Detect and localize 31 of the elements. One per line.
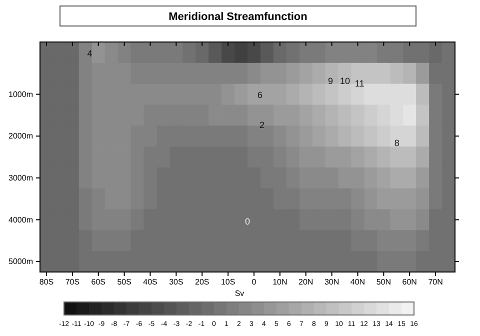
y-tick-label: 1000m (8, 90, 34, 99)
x-tick-label: 30N (324, 278, 340, 287)
x-tick-label: 0 (252, 278, 257, 287)
x-tick-label: 20S (194, 278, 210, 287)
annotation: 6 (257, 90, 262, 100)
color-bar-title: Sv (234, 289, 244, 298)
y-tick-label: 4000m (8, 215, 34, 224)
x-tick-label: 60N (402, 278, 418, 287)
x-tick-label: 10S (220, 278, 236, 287)
x-tick-label: 70N (428, 278, 444, 287)
x-tick-label: 50S (117, 278, 132, 287)
x-tick-label: 10N (272, 278, 288, 287)
x-tick-label: 80S (39, 278, 54, 287)
x-tick-label: 40S (143, 278, 158, 287)
x-tick-label: 60S (91, 278, 106, 287)
annotation: 4 (87, 48, 92, 58)
annotation: 10 (340, 76, 350, 86)
x-tick-label: 40N (350, 278, 366, 287)
y-tick-label: 5000m (8, 257, 34, 266)
annotation: 8 (394, 138, 400, 148)
annotation: 9 (328, 76, 334, 86)
x-tick-label: 50N (376, 278, 392, 287)
y-tick-label: 2000m (8, 132, 34, 141)
x-tick-label: 70S (65, 278, 80, 287)
annotation: 0 (244, 216, 250, 226)
annotation: 2 (260, 120, 265, 130)
annotation: 11 (354, 78, 364, 88)
chart-title: Meridional Streamfunction (168, 11, 308, 23)
x-tick-label: 30S (169, 278, 184, 287)
y-tick-label: 3000m (8, 173, 34, 182)
x-tick-label: 20N (298, 278, 314, 287)
